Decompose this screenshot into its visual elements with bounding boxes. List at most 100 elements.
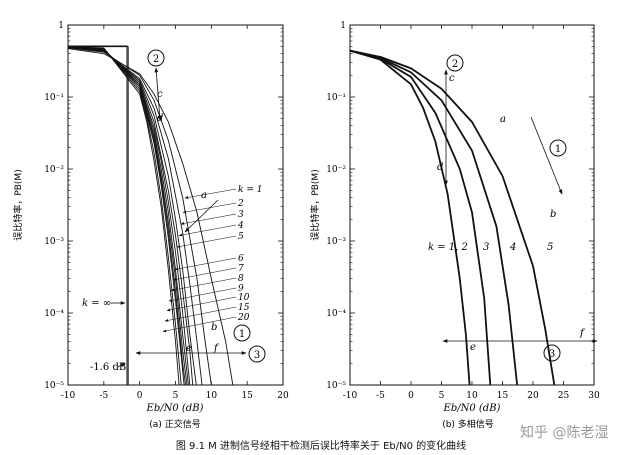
watermark: 知乎 @陈老湿 — [520, 425, 609, 441]
shannon-limit-label: -1.6 dB — [90, 362, 126, 373]
x-tick-label: 10 — [466, 391, 478, 401]
k-label-a-6: 7 — [238, 264, 244, 274]
k-leader-a-10 — [164, 306, 237, 322]
x-tick-label: -5 — [376, 391, 385, 401]
panel-a-xlabel: Eb/N0 (dB) — [146, 403, 204, 414]
marker-c-b: c — [449, 73, 455, 84]
marker-f-b: f — [579, 328, 586, 339]
k-label-a-4: 5 — [238, 232, 244, 242]
marker-b-a: b — [211, 322, 217, 333]
circle-3-b-label: 3 — [549, 349, 555, 360]
x-tick-label: -10 — [61, 391, 76, 401]
k-label-a-9: 10 — [238, 293, 250, 303]
circle-2-a — [147, 49, 165, 67]
y-tick-label: 1 — [58, 21, 64, 31]
series-line-1 — [67, 47, 212, 386]
k-leader-a-4 — [176, 235, 237, 248]
marker-a-a: a — [201, 190, 207, 201]
y-tick-label: 10⁻⁴ — [326, 309, 346, 319]
circle-2-b-label: 2 — [452, 59, 458, 70]
series-line-5 — [67, 46, 191, 386]
marker-e-a: e — [186, 343, 192, 354]
k-label-b-3: 5 — [547, 242, 553, 253]
y-tick-label: 10⁻³ — [44, 237, 64, 247]
panel-b-k-labels: k = 1, 2 3 4 5 — [428, 242, 553, 253]
marker-f-a: f — [213, 343, 220, 354]
x-tick-label: 0 — [137, 391, 143, 401]
k-label-a-2: 3 — [238, 210, 244, 220]
x-tick-label: 5 — [439, 391, 445, 401]
panel-a-curves — [67, 46, 234, 386]
circle-3-a — [248, 345, 266, 363]
k-infinity-bound — [67, 45, 128, 386]
marker-d-a: d — [157, 113, 163, 124]
x-tick-label: 0 — [408, 391, 414, 401]
k-label-b-2: 4 — [509, 242, 516, 253]
k-label-b-0: k = 1, 2 — [428, 242, 468, 253]
circle-1-a — [233, 324, 251, 342]
series-line-10 — [67, 46, 182, 386]
circle-1-b-label: 1 — [555, 144, 561, 155]
x-tick-label: -10 — [343, 391, 358, 401]
x-tick-label: 15 — [497, 391, 509, 401]
panel-b-frame — [349, 24, 595, 386]
y-tick-label: 10⁻² — [326, 165, 346, 175]
x-tick-label: 20 — [527, 391, 539, 401]
marker-e-b: e — [470, 342, 476, 353]
k-label-a-8: 9 — [238, 284, 244, 294]
series-line-3 — [67, 46, 197, 386]
series-line-11 — [67, 46, 180, 386]
y-tick-label: 10⁻⁵ — [44, 381, 64, 391]
marker-b-b: b — [550, 209, 556, 220]
circle-1-a-label: 1 — [239, 329, 245, 340]
k-infinity-label: k = ∞ — [82, 298, 111, 309]
k-label-a-0: k = 1 — [238, 185, 262, 195]
y-tick-label: 10⁻¹ — [326, 93, 346, 103]
y-tick-label: 10⁻⁴ — [44, 309, 64, 319]
y-tick-label: 10⁻² — [44, 165, 64, 175]
x-tick-label: 5 — [173, 391, 179, 401]
shannon-limit-arrow — [117, 362, 126, 368]
k-leader-a-7 — [170, 277, 237, 292]
k-leader-a-11 — [162, 316, 237, 333]
k-leader-a-9 — [166, 296, 237, 312]
k-label-a-10: 15 — [238, 303, 250, 313]
marker-a-b: a — [500, 114, 506, 125]
x-tick-label: 20 — [277, 391, 289, 401]
series-line-12 — [68, 46, 129, 385]
panel-a-frame — [67, 24, 284, 386]
x-tick-label: 15 — [241, 391, 253, 401]
trend-arrow-1-a — [184, 199, 219, 233]
k-label-b-1: 3 — [483, 242, 489, 253]
series-line-4 — [67, 46, 194, 386]
x-tick-label: 25 — [558, 391, 570, 401]
trend-arrow-1-b — [530, 116, 563, 195]
k-leader-a-0 — [184, 188, 237, 199]
k-label-a-1: 2 — [237, 199, 244, 209]
k-label-a-3: 4 — [237, 221, 244, 231]
k-leader-a-2 — [180, 213, 237, 225]
k-leader-a-8 — [168, 287, 237, 302]
k-leader-a-5 — [174, 257, 237, 271]
marker-d-b: d — [437, 162, 443, 173]
figure-caption: 图 9.1 M 进制信号经相干检测后误比特率关于 Eb/N0 的变化曲线 — [175, 441, 467, 452]
x-tick-label: 30 — [588, 391, 600, 401]
k-leader-a-3 — [178, 224, 237, 237]
panel-b-curves — [349, 49, 556, 386]
panel-b-ylabel: 误比特率，PB(M) — [309, 169, 321, 240]
k-label-a-5: 6 — [238, 254, 244, 264]
series-line-2 — [349, 49, 519, 386]
x-tick-label: 10 — [206, 391, 218, 401]
y-tick-label: 1 — [340, 21, 346, 31]
series-line-2 — [67, 46, 203, 386]
series-line-0 — [67, 48, 234, 386]
series-line-3 — [349, 49, 556, 386]
y-tick-label: 10⁻¹ — [44, 93, 64, 103]
panel-b-subtitle: (b) 多相信号 — [442, 418, 494, 430]
y-tick-label: 10⁻³ — [326, 237, 346, 247]
